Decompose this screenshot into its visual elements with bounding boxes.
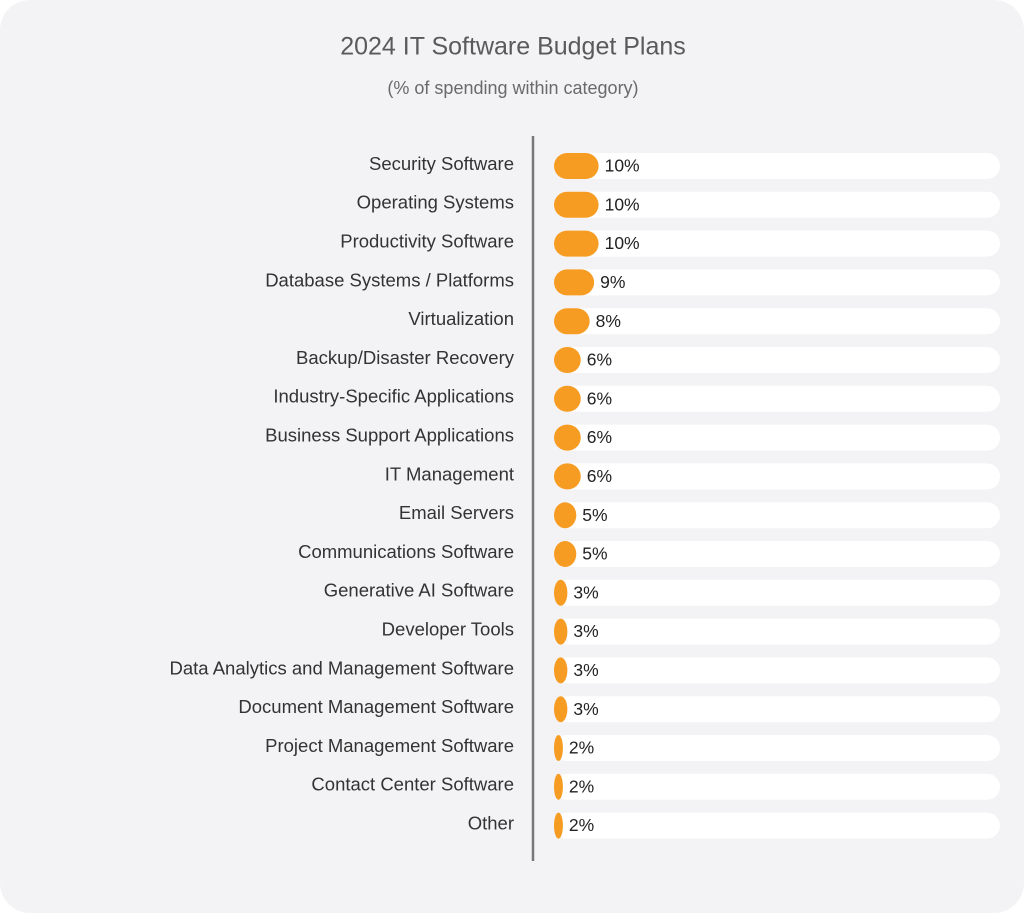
bar-track bbox=[554, 541, 1000, 567]
bar bbox=[554, 735, 563, 761]
category-label: Industry-Specific Applications bbox=[273, 386, 514, 407]
category-label: Productivity Software bbox=[340, 230, 514, 251]
bar bbox=[554, 696, 568, 723]
category-label: Document Management Software bbox=[238, 696, 514, 717]
bar bbox=[554, 812, 563, 839]
bar-track bbox=[554, 735, 1000, 761]
bar-track bbox=[554, 308, 1000, 335]
value-label: 3% bbox=[573, 699, 598, 719]
category-label: Communications Software bbox=[298, 541, 514, 562]
category-label: Security Software bbox=[369, 153, 514, 174]
value-label: 6% bbox=[587, 427, 612, 447]
value-label: 10% bbox=[605, 233, 640, 253]
bar-track bbox=[554, 579, 1000, 606]
value-label: 3% bbox=[573, 582, 598, 602]
bar bbox=[554, 347, 581, 373]
value-label: 8% bbox=[596, 311, 621, 331]
bar bbox=[554, 191, 599, 218]
bar bbox=[554, 424, 581, 451]
value-label: 2% bbox=[569, 738, 594, 758]
bar bbox=[554, 657, 568, 684]
bar-track bbox=[554, 812, 1000, 839]
category-label: Data Analytics and Management Software bbox=[170, 657, 515, 678]
value-label: 6% bbox=[587, 350, 612, 370]
category-label: Other bbox=[468, 812, 514, 833]
value-label: 3% bbox=[573, 621, 598, 641]
value-label: 5% bbox=[582, 544, 607, 564]
category-label: Database Systems / Platforms bbox=[265, 269, 514, 290]
bar-track bbox=[554, 191, 1000, 218]
value-label: 6% bbox=[587, 388, 612, 408]
value-label: 5% bbox=[582, 505, 607, 525]
bar bbox=[554, 230, 599, 257]
category-label: Project Management Software bbox=[265, 735, 514, 756]
value-label: 9% bbox=[600, 272, 625, 292]
category-label: Generative AI Software bbox=[324, 580, 514, 601]
category-label: Developer Tools bbox=[382, 618, 514, 639]
value-label: 2% bbox=[569, 815, 594, 835]
bar bbox=[554, 308, 590, 335]
bar-track bbox=[554, 502, 1000, 529]
category-label: Backup/Disaster Recovery bbox=[296, 347, 515, 368]
bar-track bbox=[554, 269, 1000, 296]
value-label: 6% bbox=[587, 466, 612, 486]
category-label: Operating Systems bbox=[357, 192, 514, 213]
bar-track bbox=[554, 385, 1000, 412]
bar-track bbox=[554, 347, 1000, 373]
bar bbox=[554, 502, 577, 529]
bar bbox=[554, 773, 563, 800]
category-label: Virtualization bbox=[408, 308, 514, 329]
bar-track bbox=[554, 618, 1000, 645]
bar bbox=[554, 541, 577, 567]
bar-track bbox=[554, 424, 1000, 451]
bar bbox=[554, 579, 568, 606]
value-label: 10% bbox=[605, 194, 640, 214]
category-label: Email Servers bbox=[399, 502, 514, 523]
chart-title: 2024 IT Software Budget Plans bbox=[340, 33, 686, 61]
bar-track bbox=[554, 657, 1000, 684]
bar-track bbox=[554, 230, 1000, 257]
bar bbox=[554, 463, 581, 490]
bar-track bbox=[554, 696, 1000, 723]
value-label: 2% bbox=[569, 776, 594, 796]
value-label: 3% bbox=[573, 660, 598, 680]
bar-track bbox=[554, 463, 1000, 490]
category-label: IT Management bbox=[385, 463, 514, 484]
bar-track bbox=[554, 153, 1000, 179]
bar bbox=[554, 618, 568, 645]
chart-subtitle: (% of spending within category) bbox=[387, 78, 638, 98]
category-label: Business Support Applications bbox=[265, 424, 514, 445]
bar-track bbox=[554, 773, 1000, 800]
bar bbox=[554, 269, 595, 296]
bar bbox=[554, 385, 581, 412]
value-label: 10% bbox=[605, 156, 640, 176]
category-label: Contact Center Software bbox=[311, 774, 514, 795]
bar bbox=[554, 153, 599, 179]
